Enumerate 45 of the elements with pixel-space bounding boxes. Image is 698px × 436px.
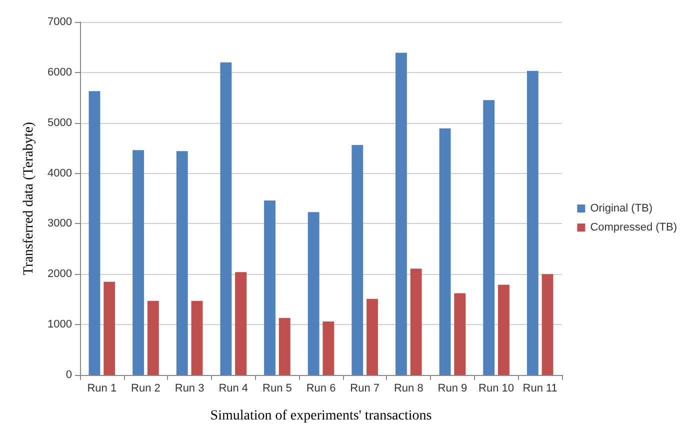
- y-tick-label: 7000: [48, 16, 72, 28]
- bar: [88, 91, 100, 375]
- bar: [235, 272, 247, 375]
- y-tick-label: 6000: [48, 66, 72, 78]
- bar: [439, 128, 451, 375]
- x-tick-label: Run 1: [87, 382, 117, 394]
- bar: [264, 200, 276, 375]
- legend-label: Compressed (TB): [590, 222, 677, 234]
- legend-label: Original (TB): [590, 202, 653, 214]
- bar: [526, 70, 538, 375]
- x-tick-label: Run 8: [394, 382, 424, 394]
- bar: [176, 151, 188, 375]
- y-axis-title: Transferred data (Terabyte): [22, 122, 36, 276]
- y-tick-label: 2000: [48, 268, 72, 280]
- bar: [454, 293, 466, 375]
- bar: [220, 62, 232, 375]
- x-tick-label: Run 4: [218, 382, 248, 394]
- y-tick-label: 1000: [48, 318, 72, 331]
- bar: [278, 318, 290, 375]
- x-tick-label: Run 2: [131, 382, 160, 394]
- x-tick-label: Run 6: [306, 382, 336, 394]
- bar: [191, 300, 203, 375]
- bar: [498, 284, 510, 375]
- bar: [542, 274, 554, 375]
- x-tick-label: Run 5: [262, 382, 292, 394]
- y-tick-label: 0: [66, 369, 72, 381]
- bar: [352, 145, 364, 375]
- bar: [395, 52, 407, 375]
- x-tick-label: Run 7: [350, 382, 380, 394]
- bar: [147, 300, 159, 375]
- bar: [410, 268, 422, 375]
- x-tick-label: Run 3: [174, 382, 204, 394]
- y-tick-label: 4000: [48, 167, 72, 180]
- bar: [308, 212, 320, 375]
- bar: [366, 298, 378, 375]
- x-tick-label: Run 9: [438, 382, 468, 394]
- bar: [104, 282, 116, 375]
- y-tick-label: 5000: [48, 116, 72, 129]
- y-tick-label: 3000: [48, 218, 72, 230]
- x-axis-title: Simulation of experiments' transactions: [210, 408, 432, 424]
- bar: [132, 150, 144, 375]
- bar: [322, 322, 334, 375]
- bar: [483, 100, 495, 375]
- x-tick-label: Run 11: [522, 382, 558, 394]
- x-tick-label: Run 10: [478, 382, 514, 394]
